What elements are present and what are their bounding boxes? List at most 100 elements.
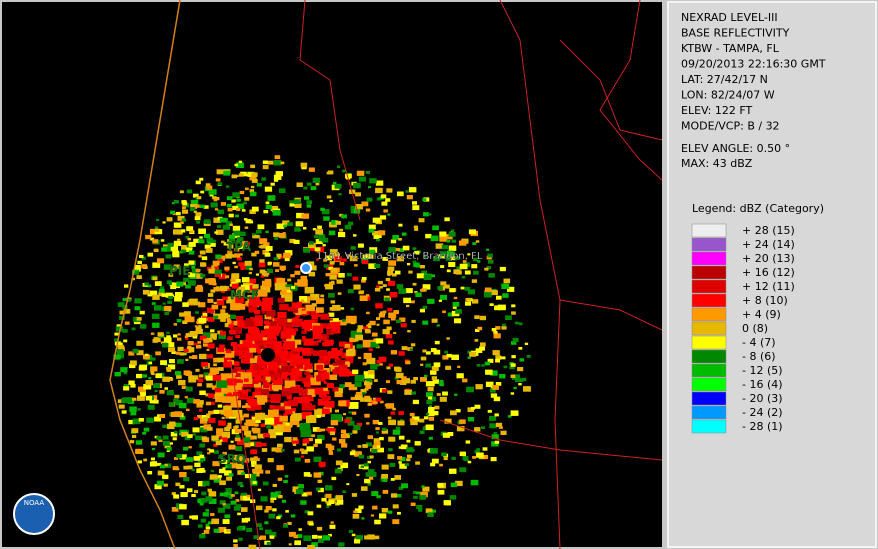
radar-echo [235, 446, 243, 451]
radar-echo [247, 171, 255, 177]
radar-echo [270, 492, 279, 498]
radar-echo [326, 502, 332, 506]
radar-echo [217, 209, 225, 215]
radar-echo [382, 489, 389, 494]
radar-echo [423, 212, 429, 217]
radar-echo [173, 334, 178, 338]
radar-echo [177, 238, 181, 241]
radar-echo [411, 391, 416, 395]
radar-echo [188, 280, 196, 286]
radar-echo [355, 192, 361, 197]
radar-echo [251, 460, 257, 465]
radar-echo [226, 320, 232, 324]
radar-echo [167, 242, 174, 247]
radar-echo [139, 254, 144, 258]
radar-echo [338, 193, 342, 196]
radar-echo [250, 358, 257, 364]
radar-echo [179, 250, 184, 254]
radar-echo [154, 305, 162, 311]
radar-echo [249, 436, 254, 440]
radar-echo [317, 340, 321, 343]
radar-echo [264, 509, 269, 513]
radar-echo [284, 335, 295, 343]
radar-echo [288, 543, 292, 546]
radar-echo [365, 171, 370, 174]
radar-echo [370, 514, 374, 517]
radar-echo [316, 504, 322, 508]
radar-echo [499, 266, 506, 272]
radar-echo [329, 524, 336, 529]
radar-echo [207, 241, 211, 244]
radar-echo [209, 474, 218, 480]
radar-echo [293, 309, 299, 313]
radar-echo [155, 351, 161, 356]
radar-echo [113, 354, 121, 360]
radar-echo [236, 208, 241, 211]
radar-echo [344, 382, 352, 387]
radar-echo [209, 193, 214, 197]
radar-echo [272, 497, 277, 500]
radar-echo [357, 445, 362, 448]
radar-echo [136, 317, 142, 321]
radar-echo [445, 365, 452, 370]
location-marker[interactable] [300, 262, 312, 274]
radar-echo [429, 448, 438, 454]
radar-echo [390, 411, 396, 415]
radar-echo [329, 249, 338, 255]
radar-echo [229, 330, 233, 334]
radar-echo [224, 385, 236, 393]
radar-echo [398, 288, 407, 294]
radar-echo [284, 475, 289, 478]
radar-echo [289, 360, 299, 367]
radar-echo [157, 258, 165, 264]
radar-echo [177, 337, 182, 341]
radar-echo [149, 228, 158, 235]
radar-echo [323, 264, 329, 268]
info-line: ELEV ANGLE: 0.50 ° [681, 142, 790, 155]
radar-echo [326, 383, 334, 389]
radar-echo [194, 204, 200, 208]
radar-echo [440, 281, 447, 286]
radar-echo [409, 412, 415, 417]
radar-echo [494, 305, 501, 311]
radar-echo [245, 265, 252, 270]
radar-echo [254, 375, 262, 381]
radar-echo [505, 315, 512, 320]
radar-echo [318, 393, 325, 397]
radar-echo [284, 380, 296, 389]
radar-echo [173, 240, 182, 246]
radar-echo [229, 389, 234, 392]
radar-echo [381, 388, 387, 393]
radar-echo [376, 285, 380, 288]
radar-echo [301, 411, 312, 419]
radar-echo [379, 437, 384, 441]
radar-echo [325, 443, 332, 448]
radar-echo [128, 419, 135, 425]
radar-echo [354, 382, 362, 387]
radar-echo [374, 535, 380, 540]
radar-echo [197, 383, 202, 387]
radar-echo [200, 518, 207, 523]
radar-echo [202, 332, 211, 338]
radar-echo [359, 397, 367, 402]
radar-echo [200, 427, 208, 433]
radar-echo [213, 301, 217, 305]
radar-echo [208, 410, 214, 415]
radar-echo [282, 372, 288, 377]
radar-echo [518, 322, 523, 326]
radar-echo [418, 218, 425, 223]
radar-echo [376, 495, 381, 499]
radar-echo [204, 233, 211, 239]
radar-echo [425, 233, 432, 239]
radar-echo [332, 369, 340, 375]
radar-echo [179, 504, 187, 510]
radar-echo [321, 428, 325, 432]
radar-echo [382, 427, 387, 431]
radar-echo [299, 296, 307, 302]
radar-echo [270, 497, 274, 500]
radar-echo [484, 267, 489, 271]
radar-echo [246, 388, 251, 392]
radar-echo [441, 244, 449, 250]
radar-echo [222, 451, 227, 455]
